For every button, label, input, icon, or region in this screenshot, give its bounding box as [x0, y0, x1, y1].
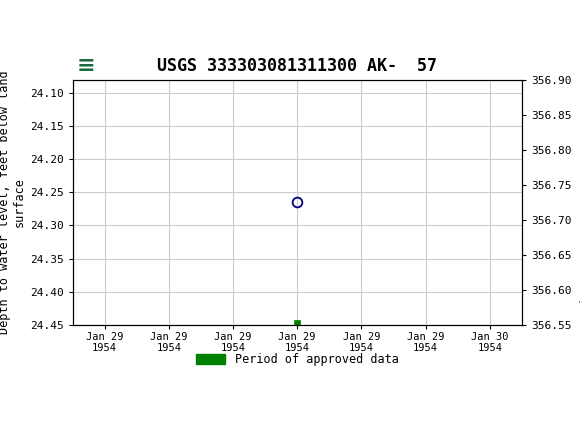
Legend: Period of approved data: Period of approved data — [191, 348, 403, 371]
Y-axis label: Depth to water level, feet below land
surface: Depth to water level, feet below land su… — [0, 71, 26, 334]
Text: ≡: ≡ — [77, 55, 96, 76]
Bar — [75, 54, 133, 77]
Title: USGS 333303081311300 AK-  57: USGS 333303081311300 AK- 57 — [157, 58, 437, 75]
Y-axis label: Groundwater level above NGVD 1929, feet: Groundwater level above NGVD 1929, feet — [577, 63, 580, 341]
Text: USGS: USGS — [93, 57, 148, 75]
